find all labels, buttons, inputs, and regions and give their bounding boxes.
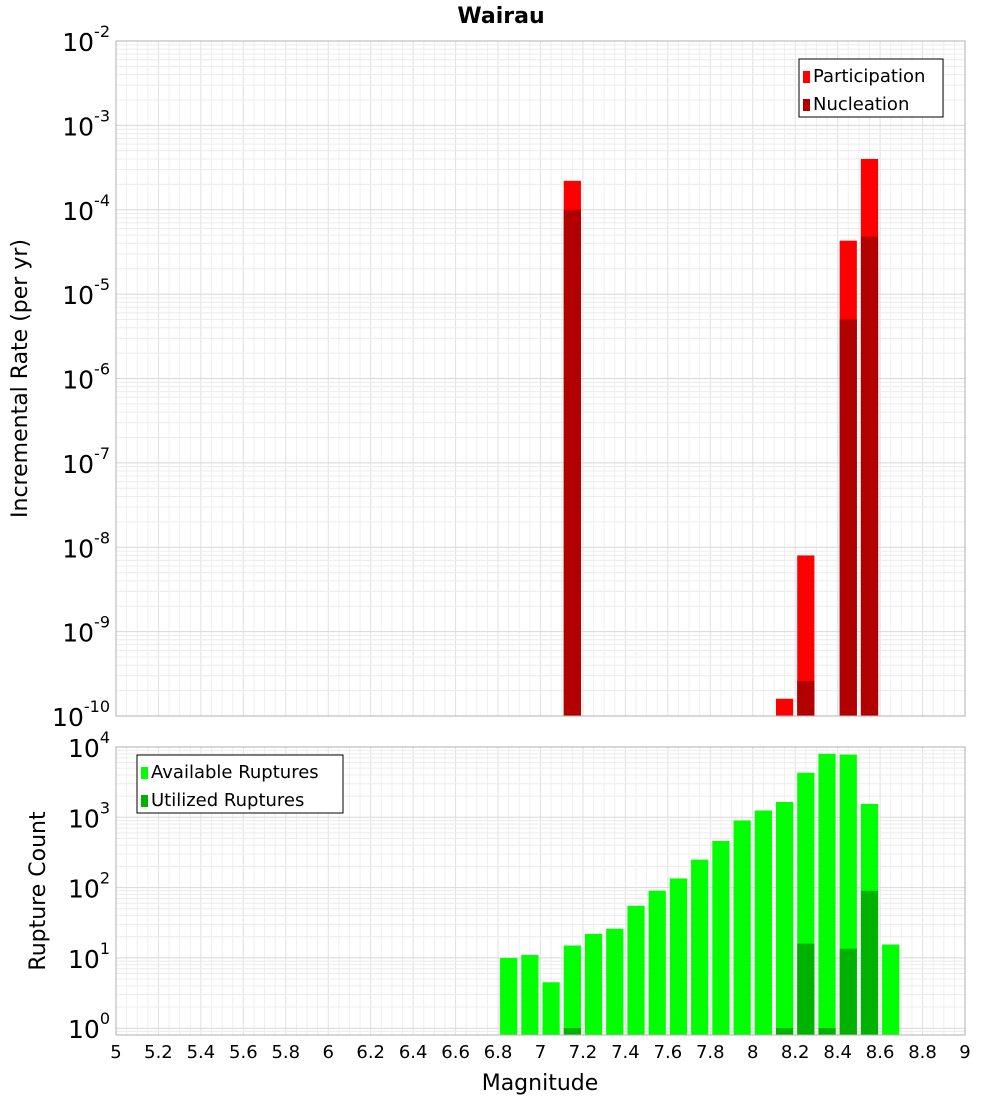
x-axis-label: Magnitude — [482, 1071, 599, 1096]
legend-label: Available Ruptures — [151, 762, 319, 783]
x-tick-label: 5.6 — [229, 1042, 258, 1063]
plot-frame — [115, 746, 966, 1036]
bar-available-ruptures — [818, 753, 836, 1035]
y-tick-label: 10-3 — [62, 106, 110, 141]
bar-utilized-ruptures — [563, 1028, 581, 1035]
legend-swatch — [141, 767, 148, 779]
bar-available-ruptures — [500, 957, 518, 1035]
y-tick-label: 10-6 — [62, 360, 110, 395]
x-tick-label: 5.4 — [187, 1042, 216, 1063]
bar-available-ruptures — [733, 820, 751, 1035]
bar-utilized-ruptures — [775, 1028, 794, 1035]
y-tick-label: 10-8 — [62, 528, 110, 563]
y-axis-label: Rupture Count — [26, 811, 51, 971]
bar-available-ruptures — [521, 954, 539, 1035]
x-tick-label: 8 — [747, 1042, 758, 1063]
x-tick-label: 9 — [959, 1042, 970, 1063]
y-tick-label: 10-4 — [62, 191, 110, 226]
y-tick-label: 10-10 — [52, 697, 110, 732]
legend-label: Utilized Ruptures — [151, 790, 304, 811]
x-tick-label: 5.2 — [144, 1042, 173, 1063]
legend-swatch — [141, 795, 148, 807]
plot-frame — [115, 40, 966, 717]
rate-panel: 10-10 10-9 10-8 10-7 10-6 10-5 10-4 10-3 10-2 Inc… — [8, 22, 966, 732]
bar-available-ruptures — [712, 841, 730, 1035]
bar-available-ruptures — [691, 859, 709, 1035]
bar-available-ruptures — [669, 878, 688, 1035]
x-tick-label: 7.4 — [611, 1042, 640, 1063]
x-tick-label: 6.2 — [356, 1042, 385, 1063]
legend-box — [136, 754, 344, 814]
bar-available-ruptures — [563, 945, 581, 1035]
y-tick-label: 10-2 — [62, 22, 110, 57]
x-tick-label: 8.8 — [908, 1042, 937, 1063]
legend-label: Participation — [813, 66, 925, 87]
legend-box — [798, 58, 944, 118]
bar-nucleation — [839, 319, 857, 716]
bar-available-ruptures — [648, 890, 666, 1035]
legend-swatch — [803, 71, 810, 83]
legend-label: Nucleation — [813, 94, 909, 115]
chart-title: Wairau — [457, 4, 544, 29]
bar-available-ruptures — [754, 810, 772, 1035]
x-tick-label: 8.2 — [781, 1042, 810, 1063]
x-tick-label: 7.2 — [569, 1042, 598, 1063]
y-tick-label: 104 — [68, 728, 110, 763]
bar-utilized-ruptures — [797, 943, 815, 1035]
x-tick-label: 6.8 — [484, 1042, 513, 1063]
y-tick-label: 101 — [68, 939, 110, 974]
x-tick-label: 7.8 — [696, 1042, 725, 1063]
bar-participation — [797, 555, 815, 716]
bar-available-ruptures — [542, 982, 560, 1035]
bar-utilized-ruptures — [839, 948, 857, 1035]
bar-nucleation — [860, 236, 879, 716]
bar-nucleation — [797, 680, 815, 716]
x-tick-label: 8.4 — [823, 1042, 852, 1063]
bar-nucleation — [563, 209, 581, 716]
x-tick-label: 6.4 — [399, 1042, 428, 1063]
bar-available-ruptures — [584, 933, 603, 1035]
x-tick-label: 5.8 — [271, 1042, 300, 1063]
bar-available-ruptures — [606, 928, 624, 1035]
bar-available-ruptures — [882, 944, 900, 1035]
y-tick-label: 102 — [68, 869, 110, 904]
bar-available-ruptures — [775, 802, 794, 1035]
x-tick-label: 6 — [323, 1042, 334, 1063]
bar-utilized-ruptures — [860, 890, 879, 1035]
y-tick-label: 10-7 — [62, 444, 110, 479]
count-panel: 100 101 102 103 104 Rupture Count Available Ru… — [26, 728, 971, 1063]
bar-participation — [775, 698, 794, 716]
x-tick-label: 6.6 — [441, 1042, 470, 1063]
x-tick-label: 8.6 — [866, 1042, 895, 1063]
x-tick-label: 7 — [535, 1042, 546, 1063]
legend: Available Ruptures Utilized Ruptures — [136, 754, 344, 814]
y-axis-label: Incremental Rate (per yr) — [8, 239, 33, 518]
y-tick-label: 10-9 — [62, 613, 110, 648]
bar-utilized-ruptures — [818, 1028, 836, 1035]
legend: Participation Nucleation — [798, 58, 944, 118]
x-tick-label: 7.6 — [654, 1042, 683, 1063]
x-tick-label: 5 — [110, 1042, 121, 1063]
bar-available-ruptures — [627, 905, 645, 1035]
y-tick-label: 103 — [68, 798, 110, 833]
legend-swatch — [803, 99, 810, 111]
y-tick-label: 10-5 — [62, 275, 110, 310]
y-tick-label: 100 — [68, 1009, 110, 1044]
